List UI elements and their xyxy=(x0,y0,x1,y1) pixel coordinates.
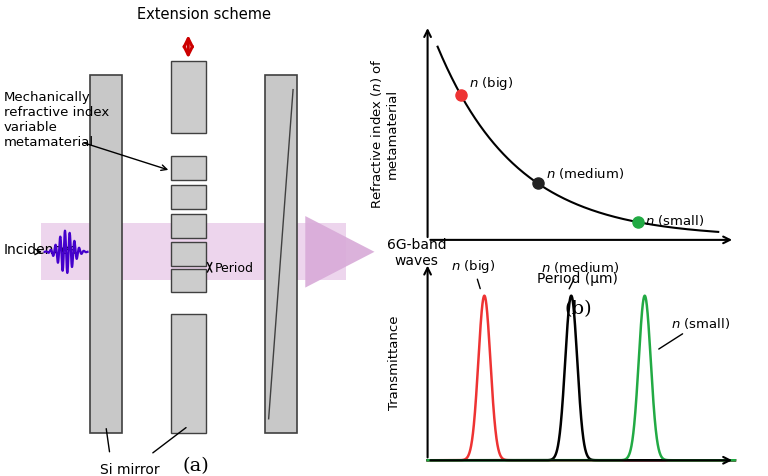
Bar xyxy=(171,214,206,238)
Bar xyxy=(171,269,206,293)
Text: Incidences: Incidences xyxy=(4,243,78,257)
Bar xyxy=(90,76,122,433)
Text: Transmittance: Transmittance xyxy=(388,315,401,409)
Text: (a): (a) xyxy=(182,456,209,474)
Text: $n$ (medium): $n$ (medium) xyxy=(546,166,624,180)
Bar xyxy=(264,76,297,433)
Text: $n$ (medium): $n$ (medium) xyxy=(541,259,620,289)
Text: Refractive index ($n$) of
metamaterial: Refractive index ($n$) of metamaterial xyxy=(369,58,399,208)
Text: 6G-band
waves: 6G-band waves xyxy=(387,237,446,268)
Text: Period (μm): Period (μm) xyxy=(538,271,618,285)
Bar xyxy=(41,224,346,281)
Text: $n$ (small): $n$ (small) xyxy=(645,213,703,228)
Text: Period: Period xyxy=(214,261,253,274)
Bar xyxy=(171,243,206,267)
Text: $n$ (big): $n$ (big) xyxy=(469,74,514,91)
Text: Mechanically
refractive index
variable
metamaterial: Mechanically refractive index variable m… xyxy=(4,90,109,149)
Bar xyxy=(171,186,206,209)
Text: $n$ (small): $n$ (small) xyxy=(659,315,730,349)
Polygon shape xyxy=(306,217,375,288)
Text: Si mirror: Si mirror xyxy=(101,462,160,476)
Text: $n$ (big): $n$ (big) xyxy=(451,257,495,289)
Text: (b): (b) xyxy=(564,300,591,318)
Bar xyxy=(171,62,206,133)
Bar xyxy=(171,157,206,181)
Text: Extension scheme: Extension scheme xyxy=(137,7,270,22)
Bar xyxy=(171,314,206,433)
